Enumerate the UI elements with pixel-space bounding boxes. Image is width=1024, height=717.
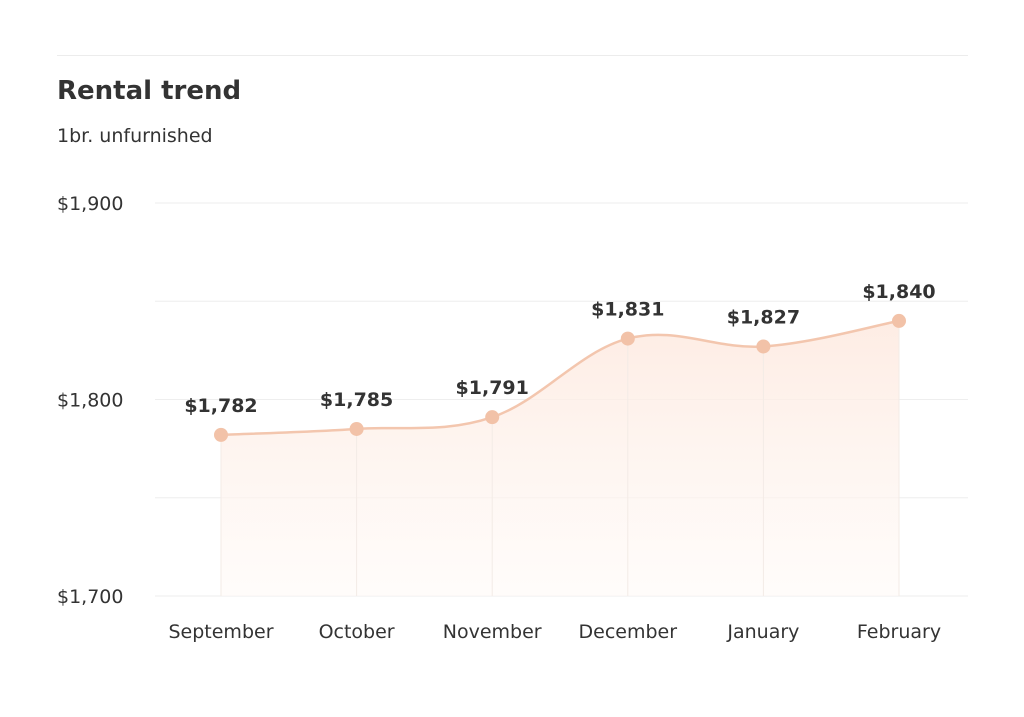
data-label: $1,827 <box>727 306 800 328</box>
chart-subtitle: 1br. unfurnished <box>57 125 213 147</box>
series-line <box>220 319 900 437</box>
data-label: $1,782 <box>184 395 257 417</box>
y-tick-label: $1,900 <box>57 193 123 215</box>
data-point <box>214 427 228 442</box>
y-tick-label: $1,800 <box>57 390 123 412</box>
data-point <box>349 421 364 436</box>
chart-title: Rental trend <box>57 76 242 106</box>
x-tick-label: October <box>319 621 395 643</box>
top-divider <box>57 55 968 56</box>
series-area <box>221 320 899 596</box>
data-point <box>756 339 771 354</box>
x-tick-label: September <box>168 621 273 643</box>
data-label: $1,785 <box>320 389 393 411</box>
data-point <box>485 410 500 425</box>
y-tick-label: $1,700 <box>57 586 123 608</box>
x-tick-label: December <box>579 621 678 643</box>
x-tick-label: November <box>443 621 542 643</box>
data-point <box>892 313 906 328</box>
data-label: $1,791 <box>456 377 529 399</box>
x-tick-label: January <box>726 621 799 643</box>
data-label: $1,831 <box>591 299 664 321</box>
x-tick-label: February <box>857 621 941 643</box>
data-point <box>620 331 635 346</box>
data-label: $1,840 <box>862 281 935 303</box>
